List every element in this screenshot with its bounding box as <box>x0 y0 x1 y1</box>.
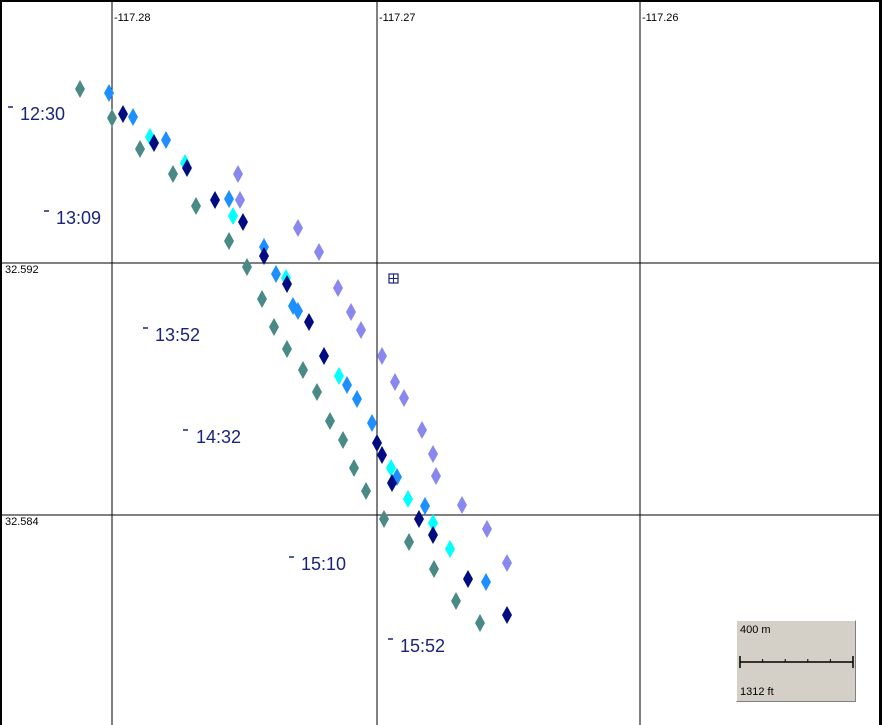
diamond-icon[interactable] <box>228 207 238 225</box>
diamond-icon[interactable] <box>333 279 343 297</box>
diamond-icon[interactable] <box>182 159 192 177</box>
longitude-label: -117.27 <box>379 12 416 24</box>
diamond-icon[interactable] <box>417 421 427 439</box>
diamond-icon[interactable] <box>238 213 248 231</box>
diamond-icon[interactable] <box>149 134 159 152</box>
diamond-icon[interactable] <box>361 482 371 500</box>
diamond-icon[interactable] <box>118 105 128 123</box>
diamond-icon[interactable] <box>379 510 389 528</box>
diamond-icon[interactable] <box>457 496 467 514</box>
diamond-icon[interactable] <box>104 84 114 102</box>
scale-ruler <box>739 656 854 668</box>
diamond-icon[interactable] <box>502 554 512 572</box>
time-label: 12:30 <box>20 104 65 124</box>
diamond-icon[interactable] <box>107 109 117 127</box>
diamond-icon[interactable] <box>338 431 348 449</box>
diamond-icon[interactable] <box>429 560 439 578</box>
diamond-icon[interactable] <box>269 318 279 336</box>
diamond-icon[interactable] <box>387 474 397 492</box>
diamond-icon[interactable] <box>482 520 492 538</box>
diamond-icon[interactable] <box>271 265 281 283</box>
diamond-icon[interactable] <box>298 361 308 379</box>
diamond-icon[interactable] <box>135 140 145 158</box>
diamond-icon[interactable] <box>463 570 473 588</box>
diamond-icon[interactable] <box>349 459 359 477</box>
diamond-icon[interactable] <box>404 533 414 551</box>
diamond-icon[interactable] <box>342 376 352 394</box>
diamond-icon[interactable] <box>128 108 138 126</box>
time-label-group: 12:30 13:09 13:52 14:32 15:10 15:52 <box>8 104 445 656</box>
longitude-label: -117.28 <box>114 12 151 24</box>
diamond-icon[interactable] <box>346 303 356 321</box>
diamond-icon[interactable] <box>428 514 438 532</box>
diamond-icon[interactable] <box>377 446 387 464</box>
diamond-icon[interactable] <box>334 367 344 385</box>
diamond-icon[interactable] <box>428 526 438 544</box>
diamond-icon[interactable] <box>312 383 322 401</box>
diamond-icon[interactable] <box>414 510 424 528</box>
diamond-icon[interactable] <box>242 258 252 276</box>
diamond-icon[interactable] <box>75 80 85 98</box>
diamond-icon[interactable] <box>356 321 366 339</box>
scale-imperial-label: 1312 ft <box>740 686 774 698</box>
time-label: 13:09 <box>56 208 101 228</box>
diamond-icon[interactable] <box>420 497 430 515</box>
diamond-icon[interactable] <box>481 573 491 591</box>
diamond-icon[interactable] <box>210 191 220 209</box>
diamond-icon[interactable] <box>451 592 461 610</box>
diamond-icon[interactable] <box>325 412 335 430</box>
diamond-icon[interactable] <box>367 414 377 432</box>
diamond-icon[interactable] <box>431 467 441 485</box>
diamond-icon[interactable] <box>386 459 396 477</box>
diamond-icon[interactable] <box>502 606 512 624</box>
time-label: 15:52 <box>400 636 445 656</box>
diamond-icon[interactable] <box>475 614 485 632</box>
time-label: 15:10 <box>301 554 346 574</box>
diamond-icon[interactable] <box>319 347 329 365</box>
diamond-icon[interactable] <box>372 434 382 452</box>
latitude-label: 32.584 <box>5 516 39 528</box>
diamond-icon[interactable] <box>293 219 303 237</box>
diamond-icon[interactable] <box>428 445 438 463</box>
diamond-icon[interactable] <box>390 373 400 391</box>
time-label: 13:52 <box>155 325 200 345</box>
latitude-label: 32.592 <box>5 264 39 276</box>
diamond-icon[interactable] <box>191 197 201 215</box>
diamond-icon[interactable] <box>224 190 234 208</box>
diamond-icon[interactable] <box>282 275 292 293</box>
diamond-icon[interactable] <box>445 540 455 558</box>
diamond-icon[interactable] <box>304 313 314 331</box>
diamond-icon[interactable] <box>168 165 178 183</box>
time-label: 14:32 <box>196 427 241 447</box>
track-markers <box>75 80 512 632</box>
diamond-icon[interactable] <box>233 165 243 183</box>
longitude-label: -117.26 <box>642 12 679 24</box>
scale-bar: 400 m 1312 ft <box>736 620 856 702</box>
crosshair-box-icon[interactable] <box>388 273 399 284</box>
diamond-icon[interactable] <box>377 347 387 365</box>
diamond-icon[interactable] <box>161 131 171 149</box>
diamond-icon[interactable] <box>224 232 234 250</box>
diamond-icon[interactable] <box>293 302 303 320</box>
diamond-icon[interactable] <box>314 243 324 261</box>
diamond-icon[interactable] <box>282 340 292 358</box>
diamond-icon[interactable] <box>257 290 267 308</box>
diamond-icon[interactable] <box>399 389 409 407</box>
diamond-icon[interactable] <box>259 247 269 265</box>
diamond-icon[interactable] <box>235 191 245 209</box>
scale-metric-label: 400 m <box>740 624 771 636</box>
diamond-icon[interactable] <box>352 390 362 408</box>
diamond-icon[interactable] <box>403 490 413 508</box>
